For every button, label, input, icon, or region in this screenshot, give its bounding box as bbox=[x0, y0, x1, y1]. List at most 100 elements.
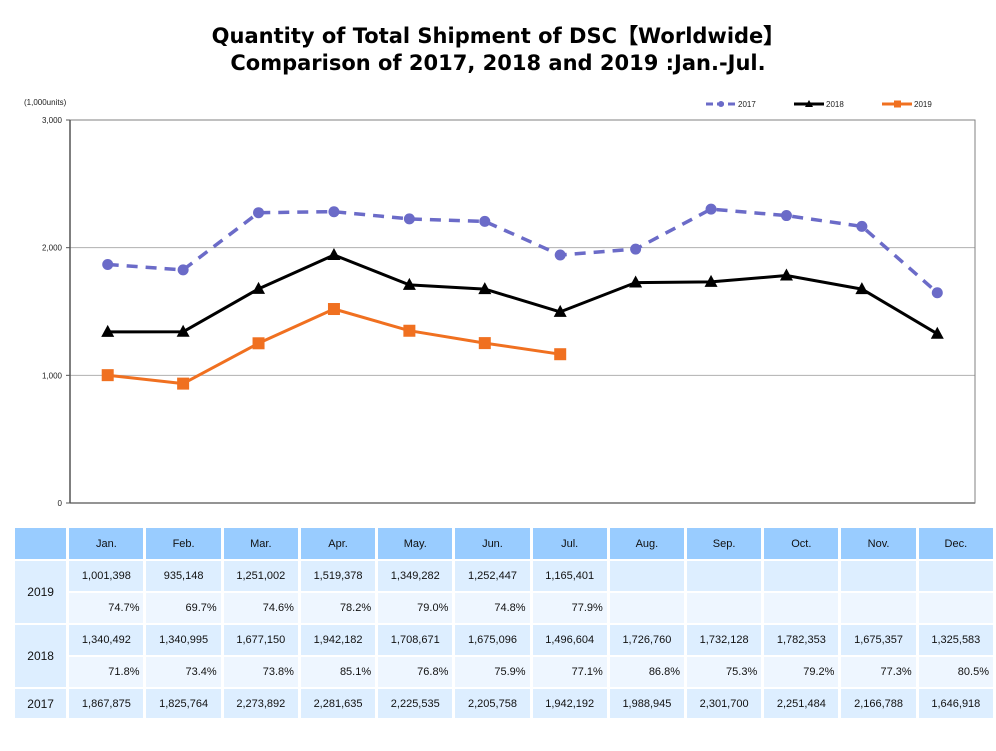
cell-2018-ratio-oct: 79.2% bbox=[764, 657, 839, 687]
cell-2019-ratio-dec bbox=[918, 593, 993, 623]
cell-2019-value-oct bbox=[764, 561, 839, 591]
cell-2018-value-jun: 1,675,096 bbox=[455, 625, 530, 655]
data-point-2017-apr bbox=[328, 206, 340, 218]
cell-2018-ratio-jul: 77.1% bbox=[532, 657, 607, 687]
data-point-2018-mar bbox=[252, 281, 266, 294]
data-point-2018-oct bbox=[779, 268, 793, 281]
cell-2019-ratio-apr: 78.2% bbox=[300, 593, 376, 623]
plot-area-border bbox=[69, 119, 976, 504]
cell-2017-value-mar: 2,273,892 bbox=[223, 689, 298, 718]
cell-2018-value-dec: 1,325,583 bbox=[918, 625, 993, 655]
table-row-2018-ratios: 71.8% 73.4% 73.8% 85.1% 76.8% 75.9% 77.1% 86.8%… bbox=[15, 657, 993, 687]
cell-2019-ratio-jun: 74.8% bbox=[455, 593, 530, 623]
cell-2018-ratio-nov: 77.3% bbox=[841, 657, 916, 687]
cell-2018-value-feb: 1,340,995 bbox=[146, 625, 221, 655]
cell-2019-ratio-jul: 77.9% bbox=[532, 593, 607, 623]
data-point-2018-jan bbox=[101, 324, 115, 337]
data-point-2017-feb bbox=[177, 264, 189, 276]
cell-2017-value-feb: 1,825,764 bbox=[146, 689, 221, 718]
column-header-jan: Jan. bbox=[69, 528, 144, 559]
cell-2018-ratio-aug: 86.8% bbox=[609, 657, 685, 687]
column-header-jul: Jul. bbox=[532, 528, 607, 559]
data-point-2018-sep bbox=[704, 274, 718, 287]
cell-2019-ratio-oct bbox=[764, 593, 839, 623]
cell-2019-value-mar: 1,251,002 bbox=[223, 561, 298, 591]
data-point-2018-dec bbox=[930, 326, 944, 339]
data-point-2019-jan bbox=[101, 369, 114, 382]
cell-2017-value-nov: 2,166,788 bbox=[841, 689, 916, 718]
cell-2019-value-jul: 1,165,401 bbox=[532, 561, 607, 591]
cell-2017-value-apr: 2,281,635 bbox=[300, 689, 376, 718]
data-point-2019-jul bbox=[554, 348, 567, 361]
table-row-2019-values: 2019 1,001,398 935,148 1,251,002 1,519,378 1… bbox=[15, 561, 993, 623]
cell-2018-ratio-mar: 73.8% bbox=[223, 657, 298, 687]
table-corner-cell bbox=[15, 528, 67, 559]
cell-2018-ratio-feb: 73.4% bbox=[146, 657, 221, 687]
cell-2018-value-aug: 1,726,760 bbox=[609, 625, 685, 655]
legend-marker-2017 bbox=[718, 101, 724, 107]
cell-2018-ratio-may: 76.8% bbox=[378, 657, 453, 687]
data-point-2019-jun bbox=[478, 337, 491, 350]
series-line-2017 bbox=[107, 207, 939, 295]
cell-2019-ratio-sep bbox=[687, 593, 762, 623]
cell-2018-value-may: 1,708,671 bbox=[378, 625, 453, 655]
cell-2018-ratio-sep: 75.3% bbox=[687, 657, 762, 687]
cell-2018-ratio-apr: 85.1% bbox=[300, 657, 376, 687]
data-point-2019-may bbox=[403, 324, 416, 337]
data-point-2017-oct bbox=[780, 210, 792, 222]
cell-2017-value-aug: 1,988,945 bbox=[609, 689, 685, 718]
cell-2019-value-aug bbox=[609, 561, 685, 591]
data-point-2017-jan bbox=[102, 259, 114, 271]
data-point-2017-dec bbox=[931, 287, 943, 299]
legend: 2017 2018 2019 bbox=[706, 100, 932, 109]
data-point-2018-jul bbox=[553, 304, 567, 317]
cell-2018-ratio-jun: 75.9% bbox=[455, 657, 530, 687]
cell-2019-value-dec bbox=[918, 561, 993, 591]
chart-title-line-1: Quantity of Total Shipment of DSC【Worldw… bbox=[211, 24, 785, 48]
column-header-feb: Feb. bbox=[146, 528, 221, 559]
legend-marker-2019 bbox=[894, 100, 901, 108]
cell-2019-ratio-may: 79.0% bbox=[378, 593, 453, 623]
series-line-2019 bbox=[107, 307, 561, 386]
cell-2017-value-sep: 2,301,700 bbox=[687, 689, 762, 718]
y-axis-unit-label: (1,000units) bbox=[24, 98, 67, 107]
legend-marker-2018 bbox=[805, 100, 813, 107]
cell-2018-value-apr: 1,942,182 bbox=[300, 625, 376, 655]
series-group bbox=[101, 203, 944, 390]
data-point-2017-may bbox=[403, 213, 415, 225]
data-point-2018-may bbox=[402, 277, 416, 290]
data-point-2017-jul bbox=[554, 249, 566, 261]
data-table: Jan. Feb. Mar. Apr. May. Jun. Jul. Aug. Sep. Oct.… bbox=[12, 526, 996, 720]
data-point-2018-nov bbox=[855, 282, 869, 295]
cell-2019-ratio-feb: 69.7% bbox=[146, 593, 221, 623]
column-header-nov: Nov. bbox=[841, 528, 916, 559]
column-header-jun: Jun. bbox=[455, 528, 530, 559]
series-2019 bbox=[101, 303, 567, 390]
column-header-apr: Apr. bbox=[300, 528, 376, 559]
cell-2018-value-jul: 1,496,604 bbox=[532, 625, 607, 655]
column-header-aug: Aug. bbox=[609, 528, 685, 559]
data-point-2017-jun bbox=[479, 215, 491, 227]
y-tick-label-3000: 3,000 bbox=[42, 116, 63, 125]
legend-label-2019: 2019 bbox=[914, 100, 932, 109]
data-point-2017-nov bbox=[856, 220, 868, 232]
cell-2018-value-jan: 1,340,492 bbox=[69, 625, 144, 655]
cell-2018-value-oct: 1,782,353 bbox=[764, 625, 839, 655]
data-point-2018-feb bbox=[176, 324, 190, 337]
cell-2019-ratio-jan: 74.7% bbox=[69, 593, 144, 623]
y-tick-label-1000: 1,000 bbox=[42, 371, 63, 380]
row-label-2019: 2019 bbox=[15, 561, 67, 623]
data-point-2018-aug bbox=[629, 275, 643, 288]
legend-label-2017: 2017 bbox=[738, 100, 756, 109]
cell-2019-ratio-aug bbox=[609, 593, 685, 623]
cell-2018-ratio-dec: 80.5% bbox=[918, 657, 993, 687]
cell-2019-value-nov bbox=[841, 561, 916, 591]
cell-2017-value-oct: 2,251,484 bbox=[764, 689, 839, 718]
data-point-2017-sep bbox=[705, 203, 717, 215]
data-point-2019-mar bbox=[252, 337, 265, 350]
column-header-may: May. bbox=[378, 528, 453, 559]
table-header-row: Jan. Feb. Mar. Apr. May. Jun. Jul. Aug. Sep. Oct.… bbox=[15, 528, 993, 559]
cell-2017-value-jan: 1,867,875 bbox=[69, 689, 144, 718]
column-header-oct: Oct. bbox=[764, 528, 839, 559]
